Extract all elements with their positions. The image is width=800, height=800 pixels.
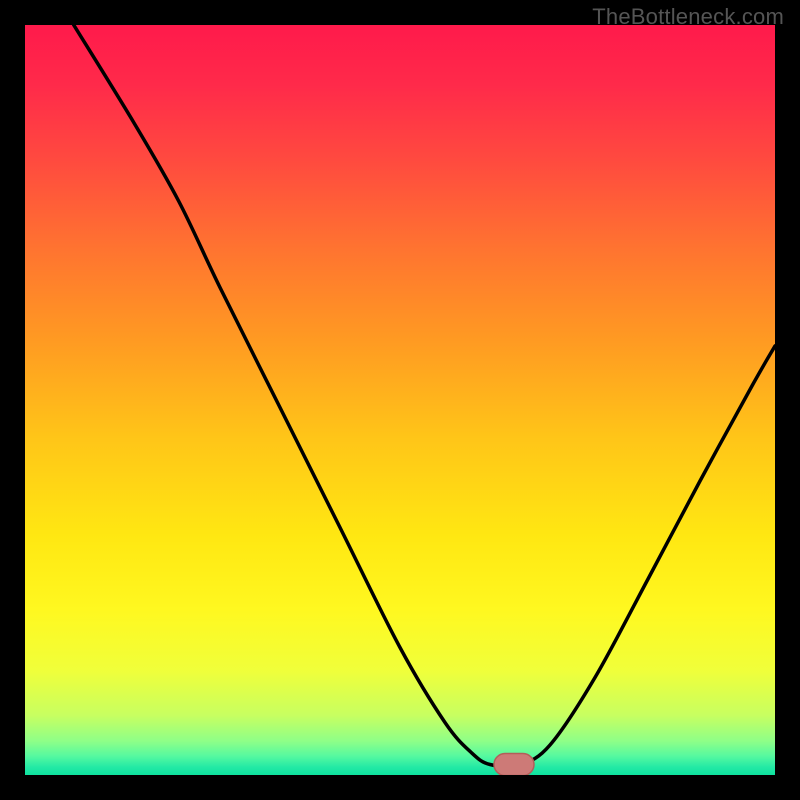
- watermark-text: TheBottleneck.com: [592, 4, 784, 30]
- plot-background: [25, 25, 775, 775]
- bottleneck-marker: [494, 754, 534, 776]
- chart-container: TheBottleneck.com: [0, 0, 800, 800]
- bottleneck-chart: [0, 0, 800, 800]
